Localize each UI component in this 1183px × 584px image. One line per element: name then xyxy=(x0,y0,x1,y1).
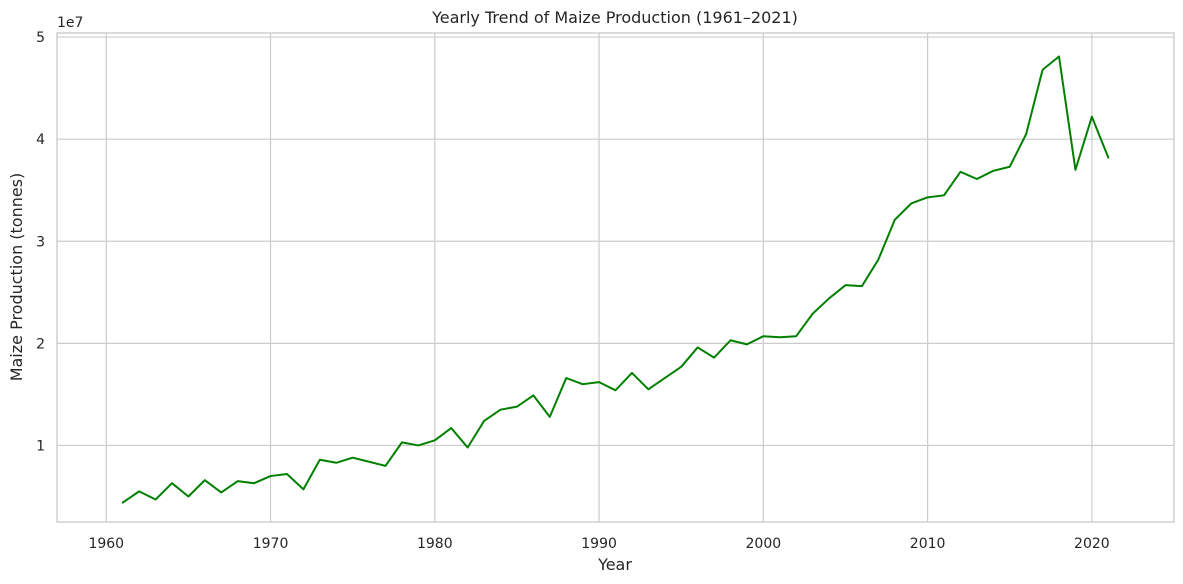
x-tick-label: 1980 xyxy=(417,536,453,552)
horizontal-grid-lines xyxy=(57,36,1174,447)
chart-title: Yearly Trend of Maize Production (1961–2… xyxy=(431,8,798,27)
x-tick-label: 1960 xyxy=(88,536,124,552)
x-tick-label: 2020 xyxy=(1074,536,1110,552)
y-tick-label: 3 xyxy=(36,234,45,250)
y-tick-label: 1 xyxy=(36,438,45,454)
y-tick-label: 5 xyxy=(36,30,45,46)
x-tick-labels: 1960 1970 1980 1990 2000 2010 2020 xyxy=(88,536,1109,552)
y-tick-label: 4 xyxy=(36,132,45,148)
y-tick-label: 2 xyxy=(36,336,45,352)
series-line xyxy=(121,55,1110,504)
x-tick-label: 1990 xyxy=(581,536,617,552)
y-offset-text: 1e7 xyxy=(57,15,83,31)
x-tick-label: 2010 xyxy=(910,536,946,552)
x-tick-label: 1970 xyxy=(253,536,289,552)
y-tick-labels: 1 2 3 4 5 xyxy=(36,30,45,454)
vertical-grid-lines xyxy=(105,33,1093,522)
x-axis-label: Year xyxy=(597,555,632,574)
x-tick-label: 2000 xyxy=(746,536,782,552)
series-layer xyxy=(121,55,1110,504)
plot-frame xyxy=(56,32,1175,523)
y-axis-label: Maize Production (tonnes) xyxy=(7,173,26,382)
